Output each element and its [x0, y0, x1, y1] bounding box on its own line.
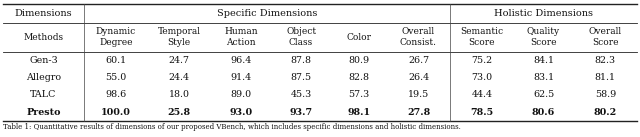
Text: Gen-3: Gen-3 [29, 56, 58, 65]
Text: 83.1: 83.1 [533, 73, 554, 82]
Text: Presto: Presto [26, 108, 61, 117]
Text: 45.3: 45.3 [291, 90, 312, 99]
Text: Overall
Consist.: Overall Consist. [400, 27, 437, 47]
Text: 80.2: 80.2 [594, 108, 617, 117]
Text: Allegro: Allegro [26, 73, 61, 82]
Text: 25.8: 25.8 [168, 108, 191, 117]
Text: 80.9: 80.9 [348, 56, 369, 65]
Text: 75.2: 75.2 [471, 56, 492, 65]
Text: 93.0: 93.0 [229, 108, 252, 117]
Text: 55.0: 55.0 [105, 73, 126, 82]
Text: Temporal
Style: Temporal Style [157, 27, 200, 47]
Text: 73.0: 73.0 [471, 73, 492, 82]
Text: 44.4: 44.4 [471, 90, 492, 99]
Text: 82.3: 82.3 [595, 56, 616, 65]
Text: Color: Color [346, 33, 371, 42]
Text: 60.1: 60.1 [105, 56, 126, 65]
Text: 98.1: 98.1 [348, 108, 371, 117]
Text: 78.5: 78.5 [470, 108, 493, 117]
Text: 91.4: 91.4 [230, 73, 252, 82]
Text: 26.4: 26.4 [408, 73, 429, 82]
Text: 57.3: 57.3 [348, 90, 370, 99]
Text: Methods: Methods [24, 33, 63, 42]
Text: Overall
Score: Overall Score [589, 27, 622, 47]
Text: Dimensions: Dimensions [15, 9, 72, 18]
Text: Dynamic
Degree: Dynamic Degree [95, 27, 136, 47]
Text: Quality
Score: Quality Score [527, 27, 560, 47]
Text: 89.0: 89.0 [230, 90, 252, 99]
Text: 93.7: 93.7 [289, 108, 313, 117]
Text: 98.6: 98.6 [105, 90, 126, 99]
Text: Human
Action: Human Action [224, 27, 258, 47]
Text: 81.1: 81.1 [595, 73, 616, 82]
Text: Semantic
Score: Semantic Score [460, 27, 503, 47]
Text: 58.9: 58.9 [595, 90, 616, 99]
Text: 18.0: 18.0 [168, 90, 189, 99]
Text: 24.4: 24.4 [168, 73, 189, 82]
Text: 82.8: 82.8 [349, 73, 369, 82]
Text: Table 1: Quantitative results of dimensions of our proposed VBench, which includ: Table 1: Quantitative results of dimensi… [3, 123, 461, 131]
Text: 62.5: 62.5 [533, 90, 554, 99]
Text: 26.7: 26.7 [408, 56, 429, 65]
Text: 96.4: 96.4 [230, 56, 252, 65]
Text: 100.0: 100.0 [101, 108, 131, 117]
Text: 80.6: 80.6 [532, 108, 555, 117]
Text: Holistic Dimensions: Holistic Dimensions [494, 9, 593, 18]
Text: 87.8: 87.8 [291, 56, 312, 65]
Text: 27.8: 27.8 [407, 108, 430, 117]
Text: TALC: TALC [30, 90, 57, 99]
Text: 84.1: 84.1 [533, 56, 554, 65]
Text: 19.5: 19.5 [408, 90, 429, 99]
Text: 24.7: 24.7 [168, 56, 189, 65]
Text: 87.5: 87.5 [291, 73, 312, 82]
Text: Object
Class: Object Class [286, 27, 316, 47]
Text: Specific Dimensions: Specific Dimensions [217, 9, 317, 18]
